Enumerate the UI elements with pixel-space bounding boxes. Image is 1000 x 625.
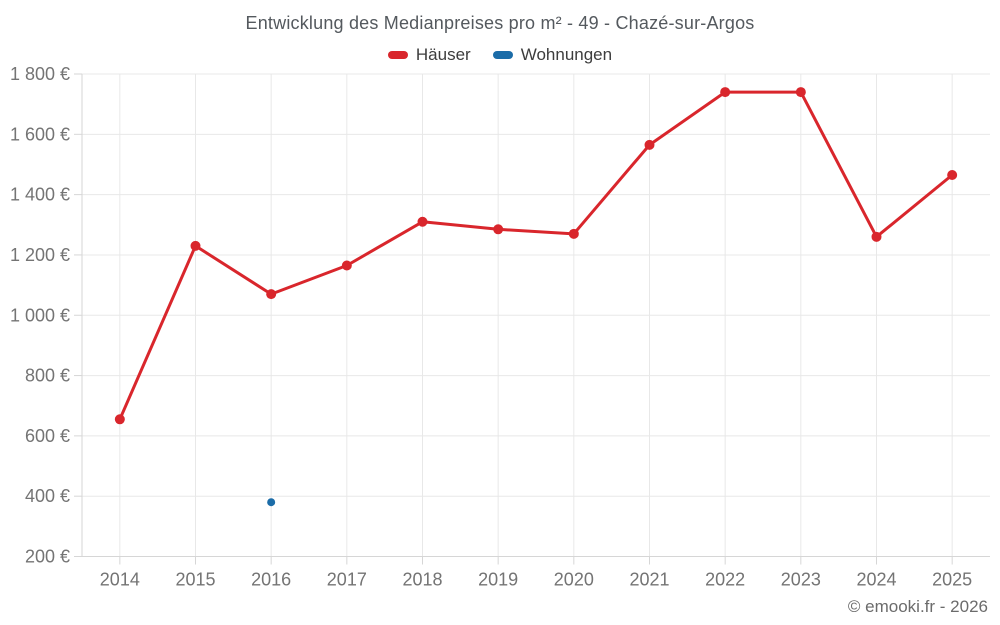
data-point-wohnungen-2016[interactable]	[267, 498, 276, 507]
data-point-haeuser-2017[interactable]	[341, 260, 352, 271]
haeuser-series-swatch-icon	[387, 51, 408, 59]
x-axis-tick-label: 2022	[705, 570, 745, 590]
y-axis-tick-label: 200 €	[25, 547, 70, 567]
y-axis-tick-label: 1 200 €	[10, 245, 70, 265]
x-axis-tick-label: 2025	[932, 570, 972, 590]
x-axis-tick-label: 2021	[629, 570, 669, 590]
data-point-haeuser-2019[interactable]	[493, 224, 504, 235]
x-axis-tick-label: 2014	[100, 570, 140, 590]
data-point-haeuser-2025[interactable]	[947, 170, 958, 181]
data-point-haeuser-2015[interactable]	[190, 240, 201, 251]
data-point-haeuser-2023[interactable]	[795, 87, 806, 98]
chart-legend: Häuser Wohnungen	[0, 45, 1000, 65]
x-axis-tick-label: 2020	[554, 570, 594, 590]
x-axis-tick-label: 2018	[402, 570, 442, 590]
data-point-haeuser-2024[interactable]	[871, 231, 882, 242]
x-axis-tick-label: 2016	[251, 570, 291, 590]
legend-item-haeuser[interactable]: Häuser	[387, 45, 471, 65]
y-axis-tick-label: 1 400 €	[10, 185, 70, 205]
x-axis-tick-label: 2015	[175, 570, 215, 590]
legend-item-wohnungen[interactable]: Wohnungen	[492, 45, 613, 65]
data-point-haeuser-2022[interactable]	[720, 87, 731, 98]
y-axis-tick-label: 1 600 €	[10, 124, 70, 144]
x-axis-tick-label: 2024	[856, 570, 896, 590]
x-axis-tick-label: 2023	[781, 570, 821, 590]
y-axis-tick-label: 600 €	[25, 426, 70, 446]
y-axis-tick-label: 400 €	[25, 486, 70, 506]
data-point-haeuser-2021[interactable]	[644, 139, 655, 150]
series-line-haeuser	[118, 90, 954, 421]
data-point-haeuser-2014[interactable]	[114, 414, 125, 425]
data-point-haeuser-2016[interactable]	[266, 289, 277, 300]
chart-title: Entwicklung des Medianpreises pro m² - 4…	[245, 13, 755, 33]
legend-label-haeuser: Häuser	[415, 45, 471, 64]
y-axis-tick-label: 1 000 €	[10, 305, 70, 325]
wohnungen-series-swatch-icon	[492, 51, 513, 59]
x-axis-tick-label: 2017	[327, 570, 367, 590]
legend-label-wohnungen: Wohnungen	[520, 45, 613, 64]
x-axis-tick-label: 2019	[478, 570, 518, 590]
data-point-haeuser-2020[interactable]	[568, 228, 579, 239]
copyright-watermark: © emooki.fr - 2026	[847, 597, 988, 616]
y-axis-tick-label: 800 €	[25, 366, 70, 386]
y-axis-tick-label: 1 800 €	[10, 64, 70, 84]
data-point-haeuser-2018[interactable]	[417, 216, 428, 227]
